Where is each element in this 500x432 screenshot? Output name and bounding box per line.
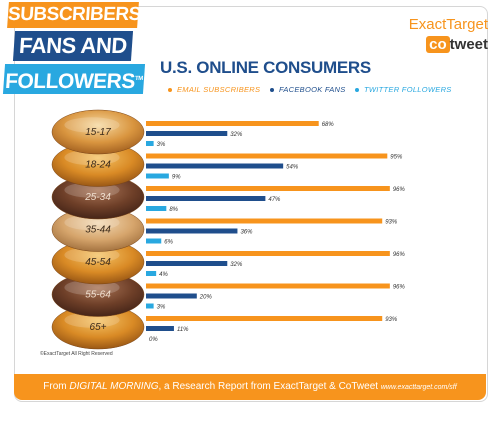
label-facebook-65+: 11%	[177, 327, 189, 333]
legend-facebook-label: FACEBOOK FANS	[279, 85, 346, 94]
chart-title: U.S. ONLINE CONSUMERS	[160, 58, 371, 77]
bagel-highlight-15-17	[64, 117, 120, 133]
cotweet-logo-tweet: tweet	[449, 36, 488, 53]
category-label-55-64: 55-64	[85, 290, 111, 301]
bars-layer: 68% 32% 3% 95% 54% 9% 96% 47% 8% 93% 36% 6% 96% 32% 4%…	[146, 121, 406, 343]
legend-facebook-dot	[270, 88, 274, 93]
category-label-15-17: 15-17	[85, 127, 111, 138]
bar-email-55-64	[146, 283, 390, 289]
bar-twitter-35-44	[146, 238, 162, 244]
label-facebook-25-34: 47%	[268, 197, 281, 203]
label-email-25-34: 96%	[393, 187, 406, 193]
bar-email-15-17	[146, 121, 319, 126]
label-twitter-65+: 0%	[149, 337, 158, 343]
bar-email-35-44	[146, 218, 383, 224]
label-twitter-18-24: 9%	[172, 175, 181, 181]
label-email-55-64: 96%	[393, 285, 406, 291]
label-email-65+: 93%	[385, 317, 398, 323]
bar-twitter-25-34	[146, 206, 167, 211]
label-twitter-15-17: 3%	[157, 142, 166, 148]
legend-twitter-label: TWITTER FOLLOWERS	[364, 85, 452, 94]
bar-facebook-25-34	[146, 196, 266, 201]
legend-facebook: FACEBOOK FANS	[270, 85, 346, 94]
bar-facebook-55-64	[146, 293, 197, 299]
bar-email-25-34	[146, 186, 390, 191]
category-label-45-54: 45-54	[85, 257, 111, 268]
bagel-15-17	[51, 109, 145, 155]
category-label-65+: 65+	[90, 322, 107, 333]
label-facebook-35-44: 36%	[240, 230, 253, 236]
footer-url[interactable]: www.exacttarget.com/sff	[380, 384, 457, 391]
bar-facebook-45-54	[146, 261, 228, 266]
bar-email-65+	[146, 316, 383, 321]
bar-twitter-18-24	[146, 173, 169, 179]
legend-email-label: EMAIL SUBSCRIBERS	[177, 85, 261, 94]
category-label-25-34: 25-34	[84, 192, 111, 203]
legend-twitter: TWITTER FOLLOWERS	[355, 85, 452, 94]
footer-prefix: From	[43, 381, 70, 392]
bar-facebook-65+	[146, 326, 174, 331]
legend-twitter-dot	[355, 88, 359, 93]
bar-facebook-15-17	[146, 131, 228, 136]
bar-email-45-54	[146, 251, 390, 256]
bar-twitter-45-54	[146, 271, 157, 276]
copyright-note: ©ExactTarget All Right Reserved	[40, 351, 113, 357]
cotweet-logo: co tweet	[426, 36, 488, 53]
legend-email: EMAIL SUBSCRIBERS	[168, 85, 260, 94]
footer-banner: From DIGITAL MORNING, a Research Report …	[14, 374, 486, 400]
footer-suffix: , a Research Report from ExactTarget & C…	[158, 381, 381, 392]
label-twitter-45-54: 4%	[159, 272, 168, 278]
label-facebook-45-54: 32%	[230, 262, 243, 268]
label-email-15-17: 68%	[322, 122, 335, 128]
bar-email-18-24	[146, 153, 388, 159]
label-facebook-55-64: 20%	[199, 295, 213, 301]
label-email-45-54: 96%	[393, 252, 406, 258]
category-label-35-44: 35-44	[85, 225, 111, 236]
label-twitter-25-34: 8%	[169, 207, 178, 213]
bagel-stack: 65+ 55-64 45-54 35-44 25-34 18-24 15-17	[51, 109, 145, 350]
footer-report-name: DIGITAL MORNING	[69, 381, 159, 392]
category-label-18-24: 18-24	[85, 160, 111, 171]
exacttarget-logo: ExactTarget	[408, 16, 488, 33]
legend-email-dot	[168, 88, 172, 93]
label-twitter-35-44: 6%	[164, 240, 173, 246]
bar-twitter-55-64	[146, 303, 154, 309]
label-facebook-15-17: 32%	[230, 132, 243, 138]
bar-facebook-35-44	[146, 228, 238, 234]
bar-facebook-18-24	[146, 163, 284, 169]
label-email-18-24: 95%	[390, 155, 403, 161]
label-twitter-55-64: 3%	[157, 305, 166, 311]
cotweet-logo-co: co	[426, 36, 450, 53]
bar-twitter-15-17	[146, 141, 154, 146]
label-facebook-18-24: 54%	[286, 165, 299, 171]
label-email-35-44: 93%	[385, 220, 398, 226]
